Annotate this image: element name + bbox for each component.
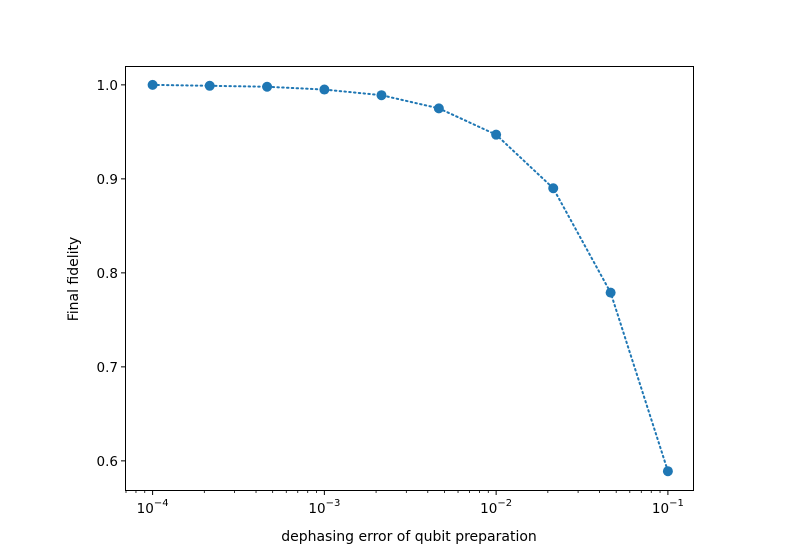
data-point — [147, 79, 158, 90]
x-tick-base: 10 — [480, 501, 497, 517]
plot-frame — [125, 66, 694, 491]
x-tick-label: 10−3 — [308, 498, 340, 517]
series-line — [151, 83, 669, 473]
x-tick-exponent: −4 — [154, 498, 169, 509]
data-point — [548, 183, 559, 194]
data-point — [605, 287, 616, 298]
x-axis-ticks: 10−4 10−3 10−2 10−1 — [125, 490, 684, 517]
x-axis-label: dephasing error of qubit preparation — [281, 529, 537, 545]
x-tick-base: 10 — [137, 501, 154, 517]
y-tick-label: 1.0 — [97, 78, 118, 94]
x-tick-label: 10−4 — [137, 498, 169, 517]
y-axis-ticks: 0.6 0.7 0.8 0.9 1.0 — [97, 78, 126, 470]
data-point — [319, 84, 330, 95]
y-tick-label: 0.8 — [97, 266, 118, 282]
y-tick-label: 0.9 — [97, 172, 118, 188]
series-layer — [147, 79, 673, 477]
data-point — [204, 80, 215, 91]
data-point — [662, 466, 673, 477]
x-tick-base: 10 — [308, 501, 325, 517]
y-tick-label: 0.7 — [97, 360, 118, 376]
data-point — [376, 90, 387, 101]
y-axis-label: Final fidelity — [66, 237, 82, 322]
x-tick-label: 10−2 — [480, 498, 512, 517]
x-tick-exponent: −3 — [326, 498, 341, 509]
x-tick-exponent: −2 — [497, 498, 512, 509]
data-point — [433, 103, 444, 114]
data-point — [491, 129, 502, 140]
x-tick-exponent: −1 — [669, 498, 684, 509]
x-tick-label: 10−1 — [652, 498, 684, 517]
y-tick-label: 0.6 — [97, 454, 118, 470]
data-point — [262, 81, 273, 92]
x-tick-base: 10 — [652, 501, 669, 517]
